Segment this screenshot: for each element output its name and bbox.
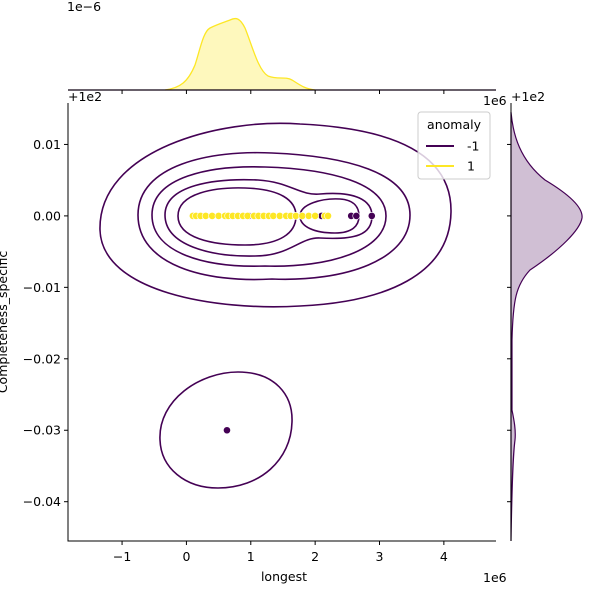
axis-spine	[67, 103, 496, 542]
contour	[137, 151, 411, 281]
contour	[159, 371, 293, 489]
y-tick-label: 0.01	[33, 137, 61, 152]
point	[243, 211, 252, 220]
contour	[151, 165, 387, 267]
right-marginal	[510, 111, 583, 542]
point	[201, 211, 210, 220]
contour	[99, 122, 452, 308]
x-offset: 1e6	[483, 570, 507, 585]
kde-area	[510, 111, 583, 542]
kde-area	[164, 17, 316, 91]
point	[324, 211, 332, 220]
y-tick-label: −0.03	[23, 423, 61, 438]
point	[214, 211, 223, 220]
x-offset: 1e6	[483, 93, 507, 108]
x-tick-label: −1	[113, 549, 131, 564]
y-offset: +1e2	[68, 89, 102, 104]
y-tick-label: −0.04	[23, 494, 61, 509]
y-tick-label: −0.02	[23, 351, 61, 366]
density-offset: 1e−6	[67, 0, 101, 14]
legend-label: 1	[467, 159, 475, 174]
point	[352, 211, 361, 220]
x-tick-label: 0	[182, 549, 190, 564]
point	[208, 211, 217, 220]
legend-title: anomaly	[427, 117, 482, 132]
point	[298, 211, 307, 220]
point	[367, 211, 376, 220]
y-offset: +1e2	[511, 89, 545, 104]
top-marginal	[68, 17, 496, 91]
legend-label: -1	[467, 139, 479, 154]
x-tick-label: 4	[440, 549, 448, 564]
x-tick-label: 3	[376, 549, 384, 564]
y-tick-label: −0.01	[23, 280, 61, 295]
point	[311, 211, 320, 220]
point	[269, 211, 278, 220]
kde-contours	[99, 122, 452, 489]
x-tick-label: 1	[247, 549, 255, 564]
point	[275, 211, 284, 220]
point	[304, 211, 313, 220]
point	[291, 211, 300, 220]
x-tick-label: 2	[311, 549, 319, 564]
y-tick-label: 0.00	[33, 208, 61, 223]
y-axis-label: Completeness_specific	[0, 251, 10, 393]
x-axis-label: longest	[261, 569, 307, 584]
point	[223, 426, 231, 435]
